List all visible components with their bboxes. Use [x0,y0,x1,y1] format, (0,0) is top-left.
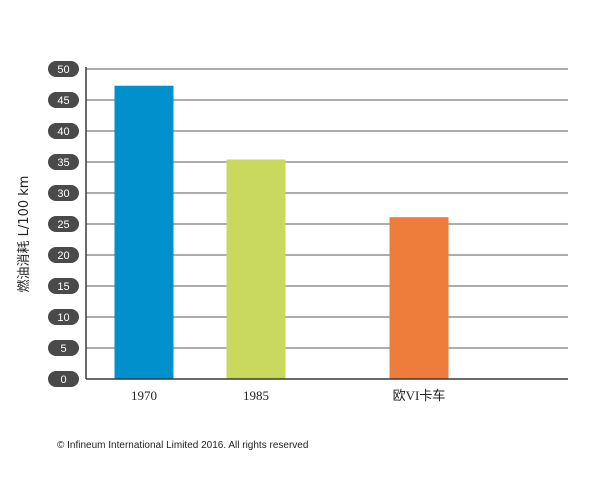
y-tick-label: 45 [57,95,69,107]
y-tick-label: 35 [57,157,69,169]
y-tick: 15 [48,278,79,294]
y-tick: 0 [48,371,79,387]
y-tick: 45 [48,92,79,108]
y-tick-label: 40 [57,126,69,138]
y-tick-label: 0 [60,374,66,386]
y-axis-label: 燃油消耗 L/100 km [16,176,32,293]
y-tick-pill [48,61,79,77]
y-tick-pill [48,123,79,139]
y-tick-pill [48,216,79,232]
y-tick-label: 10 [57,312,69,324]
y-tick-label: 50 [57,64,69,76]
bar-2 [226,159,286,379]
axes [85,67,568,380]
y-tick-pill [48,247,79,263]
y-tick: 5 [48,340,79,356]
y-tick-pill [48,154,79,170]
y-tick: 20 [48,247,79,263]
y-tick: 40 [48,123,79,139]
y-tick-label: 5 [60,343,66,355]
y-tick-labels: 0 5 10 15 20 25 30 35 40 45 50 [48,61,79,387]
y-tick: 35 [48,154,79,170]
x-category-label: 1985 [243,388,269,403]
y-tick: 30 [48,185,79,201]
y-tick: 10 [48,309,79,325]
y-tick-label: 15 [57,281,69,293]
bar-3 [389,217,449,379]
x-category-labels: 1970 1985 欧VI卡车 [131,388,445,403]
bar-1 [114,85,174,380]
x-category-label: 欧VI卡车 [393,388,446,403]
y-tick-pill [48,371,79,387]
y-tick-label: 20 [57,250,69,262]
y-tick-pill [48,185,79,201]
y-tick-pill [48,340,79,356]
y-tick: 50 [48,61,79,77]
y-tick-label: 25 [57,219,69,231]
x-category-label: 1970 [131,388,157,403]
y-tick: 25 [48,216,79,232]
copyright-notice: © Infineum International Limited 2016. A… [57,440,309,451]
y-tick-pill [48,309,79,325]
y-tick-pill [48,92,79,108]
y-tick-label: 30 [57,188,69,200]
bars [114,85,449,380]
y-tick-pill [48,278,79,294]
